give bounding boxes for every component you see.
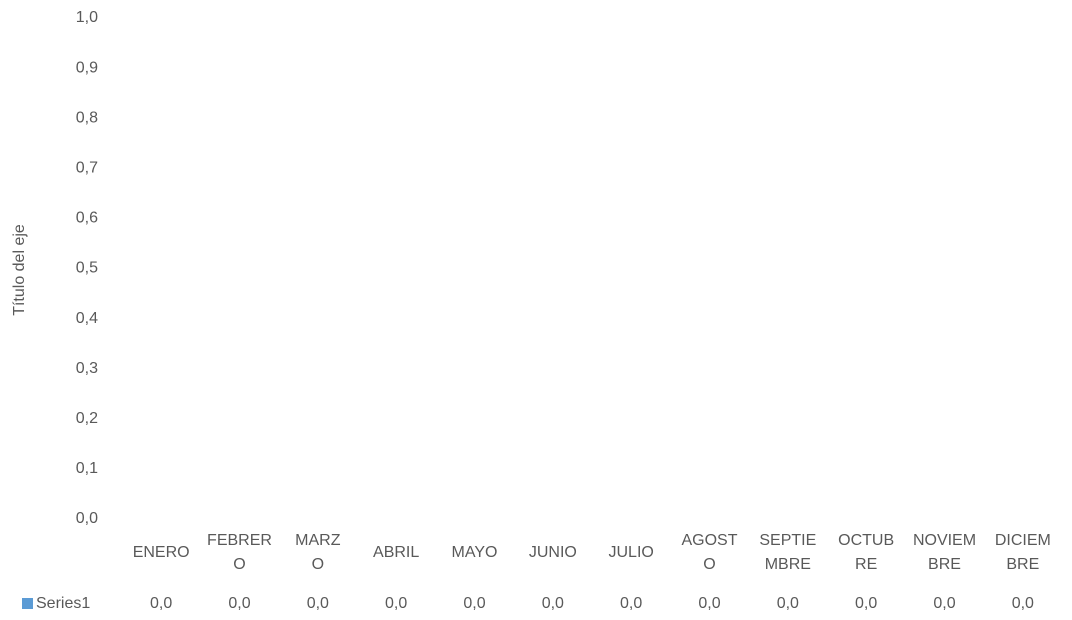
y-tick-label: 0,3 [76,360,98,377]
x-tick-label: JULIO [608,544,654,561]
x-tick-label: ABRIL [373,544,420,561]
y-tick-label: 0,5 [76,260,98,277]
x-tick-label: MAYO [451,544,498,561]
y-tick-label: 0,9 [76,59,98,76]
x-tick-label: DICIEMBRE [994,532,1051,573]
data-table-value: 0,0 [150,595,172,612]
x-tick-label: ENERO [132,544,190,561]
data-table-value: 0,0 [542,595,564,612]
y-tick-label: 1,0 [76,9,98,26]
data-table-value: 0,0 [777,595,799,612]
y-tick-label: 0,8 [76,109,98,126]
data-table-value: 0,0 [228,595,250,612]
data-table-value: 0,0 [620,595,642,612]
data-table-value: 0,0 [698,595,720,612]
x-tick-label: MARZO [295,532,341,573]
y-tick-label: 0,2 [76,410,98,427]
x-tick-label: AGOSTO [681,532,738,573]
y-tick-label: 0,4 [76,310,98,327]
data-table-value: 0,0 [307,595,329,612]
data-table-value: 0,0 [385,595,407,612]
legend-key [22,598,33,609]
data-table-value: 0,0 [463,595,485,612]
data-table-value: 0,0 [855,595,877,612]
x-tick-label: SEPTIEMBRE [759,532,817,573]
data-table-value: 0,0 [933,595,955,612]
legend-label: Series1 [36,595,90,612]
x-tick-label: OCTUBRE [838,532,895,573]
y-axis-title: Título del eje [11,224,28,316]
y-tick-label: 0,7 [76,160,98,177]
y-tick-label: 0,6 [76,210,98,227]
x-tick-label: NOVIEMBRE [912,532,977,573]
x-tick-label: JUNIO [528,544,577,561]
y-tick-label: 0,1 [76,460,98,477]
y-tick-label: 0,0 [76,510,98,527]
data-table-value: 0,0 [1012,595,1034,612]
x-tick-label: FEBRERO [207,532,272,573]
